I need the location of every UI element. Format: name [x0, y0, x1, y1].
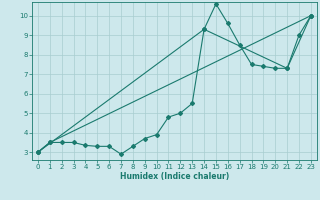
- X-axis label: Humidex (Indice chaleur): Humidex (Indice chaleur): [120, 172, 229, 181]
